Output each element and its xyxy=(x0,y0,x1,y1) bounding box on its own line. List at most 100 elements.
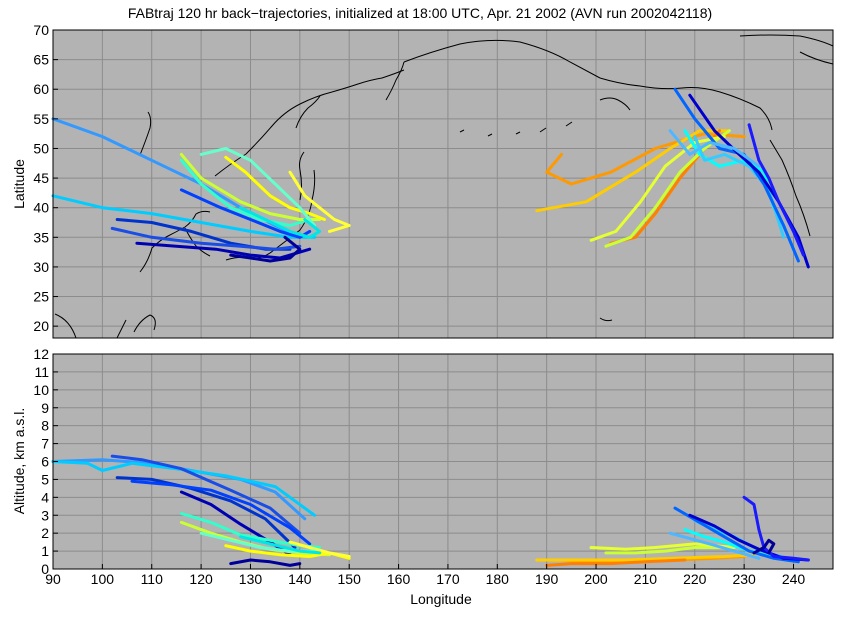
x-tick-label: 90 xyxy=(45,571,61,587)
altitude-ylabel: Altitude, km a.s.l. xyxy=(11,408,27,515)
y-tick-label: 1 xyxy=(41,543,49,559)
y-tick-label: 70 xyxy=(33,22,49,38)
coastline-hawaii xyxy=(599,317,613,322)
x-tick-label: 100 xyxy=(91,571,115,587)
trajectory-line xyxy=(179,152,322,221)
x-tick-label: 160 xyxy=(387,571,411,587)
trajectory-line xyxy=(604,129,731,248)
coastline-arctic xyxy=(739,34,834,47)
y-tick-label: 4 xyxy=(41,489,49,505)
altitude-trajectories xyxy=(51,454,810,567)
trajectory-line xyxy=(589,135,726,242)
y-tick-label: 50 xyxy=(33,140,49,156)
coastline-korea xyxy=(184,227,211,257)
coastline-taiwan xyxy=(133,314,156,333)
trajectory-line xyxy=(668,129,761,168)
trajectory-line xyxy=(51,460,317,517)
map-frame xyxy=(52,29,834,339)
y-tick-label: 8 xyxy=(41,418,49,434)
trajectory-line xyxy=(747,123,805,257)
trajectory-line xyxy=(179,158,312,227)
x-tick-label: 230 xyxy=(732,571,756,587)
x-tick-label: 200 xyxy=(584,571,608,587)
coastline-sakhalin xyxy=(295,95,321,129)
map-trajectories xyxy=(51,87,810,269)
trajectory-line xyxy=(673,506,800,564)
coastline-kamchatka-west xyxy=(331,69,405,93)
trajectory-line xyxy=(239,206,322,239)
trajectory-line xyxy=(110,454,302,535)
trajectory-line xyxy=(688,93,810,269)
x-tick-label: 180 xyxy=(486,571,510,587)
coastline-siberia-south xyxy=(214,91,333,177)
chart-title: FABtraj 120 hr back−trajectories, initia… xyxy=(128,5,712,21)
trajectory-line xyxy=(130,479,312,546)
coastline-bering xyxy=(403,39,601,79)
trajectory-line xyxy=(135,241,312,260)
coastline-aleutians xyxy=(599,97,631,111)
coastline-islands xyxy=(459,121,573,137)
coastline-sakhalin-left xyxy=(139,111,152,156)
coastline-china-east xyxy=(116,319,127,339)
x-tick-label: 110 xyxy=(141,571,164,587)
trajectory-line xyxy=(535,553,756,562)
y-tick-label: 45 xyxy=(33,170,49,186)
y-tick-label: 60 xyxy=(33,81,49,97)
x-tick-label: 240 xyxy=(782,571,806,587)
y-tick-label: 40 xyxy=(33,200,49,216)
altitude-x-ticks: 90 100 110 120 130 140 150 160 170 180 190 200 210 22… xyxy=(45,564,805,587)
x-tick-label: 170 xyxy=(436,571,460,587)
altitude-xlabel: Longitude xyxy=(410,591,472,607)
x-tick-label: 120 xyxy=(189,571,213,587)
trajectory-line xyxy=(668,531,761,560)
trajectory-line xyxy=(110,226,302,251)
x-tick-label: 140 xyxy=(288,571,312,587)
map-panel: 20 25 30 35 40 45 50 55 60 65 70 Latitude xyxy=(11,22,834,339)
trajectory-line xyxy=(589,542,736,551)
trajectory-line xyxy=(229,235,302,263)
y-tick-label: 65 xyxy=(33,52,49,68)
x-tick-label: 150 xyxy=(338,571,362,587)
coastline-canada-west xyxy=(769,139,811,237)
trajectory-line xyxy=(224,155,326,221)
y-tick-label: 9 xyxy=(41,400,49,416)
trajectory-line xyxy=(604,546,726,555)
trajectory-line xyxy=(239,535,322,555)
y-tick-label: 55 xyxy=(33,111,49,127)
coastline-canada-north xyxy=(799,51,834,65)
y-tick-label: 7 xyxy=(41,436,49,452)
coastline-kamchatka-tip xyxy=(385,61,405,101)
trajectory-line xyxy=(229,558,302,567)
y-tick-label: 11 xyxy=(34,364,49,380)
map-plot-area xyxy=(52,29,834,339)
y-tick-label: 6 xyxy=(41,454,49,470)
y-tick-label: 35 xyxy=(33,229,49,245)
trajectory-line xyxy=(288,170,351,233)
coastline-asia-south xyxy=(54,313,77,339)
x-tick-label: 210 xyxy=(634,571,658,587)
y-tick-label: 2 xyxy=(41,525,49,541)
trajectory-line xyxy=(545,132,746,186)
map-ylabel: Latitude xyxy=(11,159,27,209)
coastline-alaska-south xyxy=(599,77,773,131)
y-tick-label: 12 xyxy=(33,346,49,362)
map-y-ticks: 20 25 30 35 40 45 50 55 60 65 70 xyxy=(33,22,58,334)
trajectory-line xyxy=(115,476,297,549)
x-tick-label: 130 xyxy=(239,571,263,587)
trajectory-line xyxy=(51,194,317,239)
trajectory-line xyxy=(199,147,317,227)
y-tick-label: 25 xyxy=(33,289,49,305)
x-tick-label: 220 xyxy=(683,571,707,587)
y-tick-label: 20 xyxy=(33,318,49,334)
y-tick-label: 5 xyxy=(41,471,49,487)
y-tick-label: 3 xyxy=(41,507,49,523)
coastline-china-coast xyxy=(139,210,211,273)
x-tick-label: 190 xyxy=(535,571,559,587)
trajectory-line xyxy=(545,558,687,567)
trajectory-line xyxy=(288,540,351,558)
trajectory-line xyxy=(752,538,776,555)
y-tick-label: 10 xyxy=(33,382,49,398)
